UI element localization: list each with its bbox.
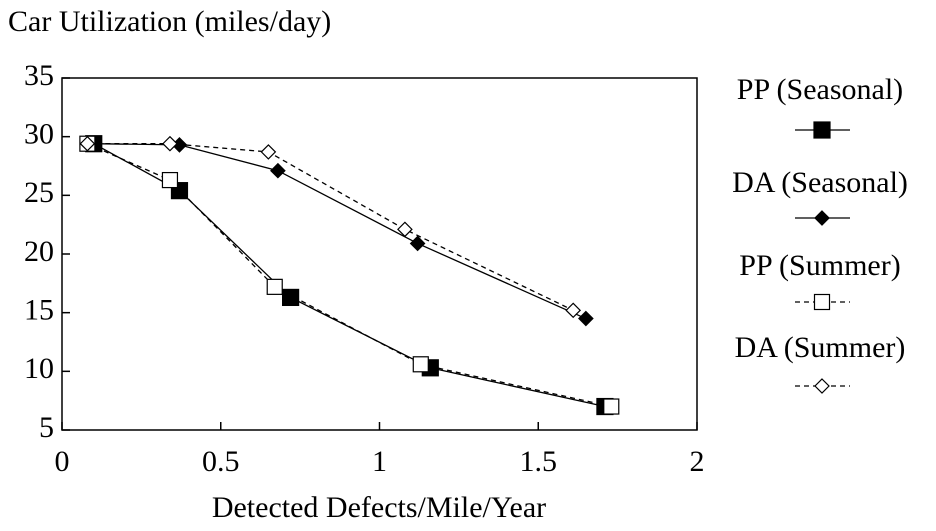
marker — [412, 356, 429, 373]
y-tick-label: 15 — [24, 294, 54, 327]
plot-frame — [61, 77, 698, 431]
series-line — [87, 143, 612, 408]
marker — [282, 288, 300, 307]
x-tick-label: 1 — [372, 445, 387, 478]
marker — [266, 278, 283, 295]
marker — [397, 221, 413, 238]
marker — [578, 310, 594, 327]
x-tick-label: 0 — [55, 445, 70, 478]
marker — [79, 135, 96, 152]
x-tick-label: 2 — [690, 445, 705, 478]
marker — [270, 162, 286, 179]
chart-title: Car Utilization (miles/day) — [8, 5, 331, 38]
marker — [603, 398, 620, 415]
legend-label: PP (Seasonal) — [737, 73, 903, 106]
y-tick-label: 35 — [24, 59, 54, 92]
x-axis-label: Detected Defects/Mile/Year — [212, 491, 546, 524]
y-tick-label: 30 — [24, 118, 54, 151]
marker — [260, 144, 277, 160]
y-tick-label: 5 — [39, 411, 54, 444]
y-tick-label: 10 — [24, 352, 54, 385]
legend-label: DA (Summer) — [735, 331, 906, 364]
legend-marker — [813, 293, 831, 311]
y-tick-label: 25 — [24, 176, 54, 209]
legend-marker — [814, 210, 830, 226]
legend-label: PP (Summer) — [739, 249, 900, 282]
x-tick-label: 1.5 — [520, 445, 558, 478]
marker — [161, 171, 179, 189]
y-tick-label: 20 — [24, 235, 54, 268]
x-tick-label: 0.5 — [202, 445, 240, 478]
legend-label: DA (Seasonal) — [732, 166, 908, 199]
marker — [409, 235, 426, 252]
series-line — [87, 143, 574, 311]
legend-marker — [814, 378, 830, 394]
marker — [565, 302, 582, 319]
legend-marker — [813, 121, 831, 139]
marker — [162, 135, 178, 152]
series-line — [93, 143, 587, 320]
